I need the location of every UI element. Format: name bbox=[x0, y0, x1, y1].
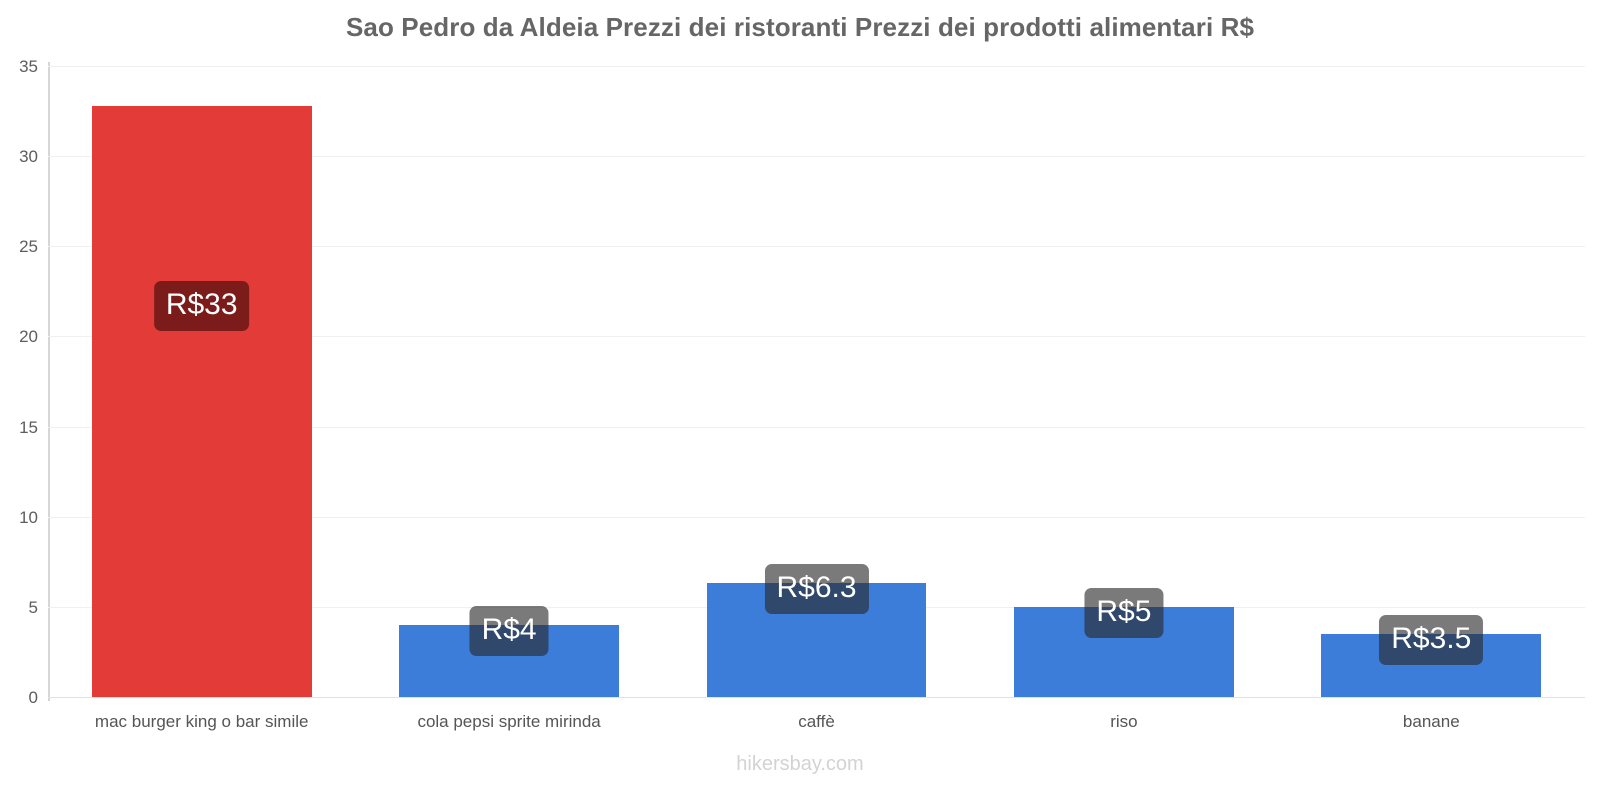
gridline bbox=[48, 66, 1585, 67]
x-axis-category-label: mac burger king o bar simile bbox=[94, 712, 309, 731]
x-axis-category-label: banane bbox=[1402, 712, 1460, 731]
y-axis-tick-label: 10 bbox=[19, 507, 38, 527]
y-axis-tick-label: 25 bbox=[19, 237, 38, 257]
bar[interactable] bbox=[91, 105, 312, 697]
y-axis-tick-label: 5 bbox=[28, 597, 38, 617]
gridline bbox=[48, 516, 1585, 518]
gridline bbox=[48, 697, 1585, 698]
plot-area: R$33 R$4 R$6.3 R$5 R$3.5 bbox=[48, 66, 1585, 698]
bar-value-label: R$4 bbox=[469, 605, 549, 656]
watermark-label: hikersbay.com bbox=[736, 753, 864, 775]
y-axis-tick-label: 15 bbox=[19, 417, 38, 437]
y-axis-tick-label: 35 bbox=[19, 57, 38, 76]
gridline bbox=[48, 156, 1585, 158]
bar-value-label: R$6.3 bbox=[764, 564, 869, 615]
y-axis-line bbox=[48, 62, 50, 701]
x-axis-category-label: cola pepsi sprite mirinda bbox=[417, 712, 601, 731]
bar-value-label: R$33 bbox=[153, 280, 250, 331]
x-axis-category-label: caffè bbox=[798, 712, 835, 731]
gridline bbox=[48, 336, 1585, 338]
x-axis-category-label: riso bbox=[1110, 712, 1138, 731]
bar-value-label: R$3.5 bbox=[1379, 614, 1484, 665]
gridline bbox=[48, 246, 1585, 248]
y-axis-tick-label: 0 bbox=[28, 688, 38, 707]
chart-title: Sao Pedro da Aldeia Prezzi dei ristorant… bbox=[345, 12, 1255, 42]
y-axis-tick-label: 20 bbox=[19, 327, 38, 347]
gridline bbox=[48, 426, 1585, 428]
bar-value-label: R$5 bbox=[1084, 587, 1164, 638]
y-axis-tick-label: 30 bbox=[19, 147, 38, 167]
